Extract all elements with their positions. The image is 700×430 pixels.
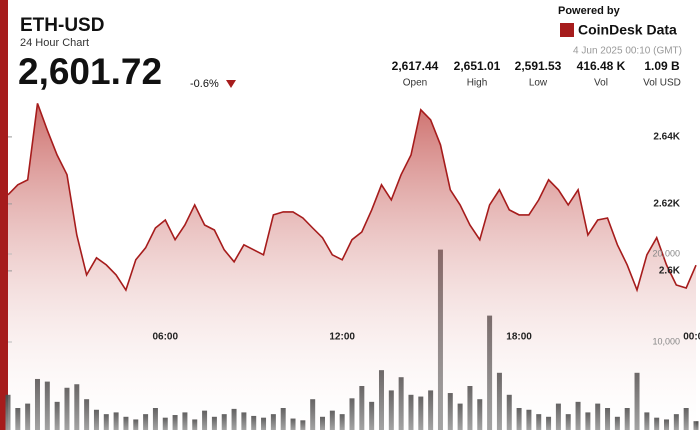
stat-label: Vol bbox=[594, 78, 608, 89]
stat-label: High bbox=[467, 78, 488, 89]
y-tick-label: 2.64K bbox=[653, 132, 680, 143]
chart-title: ETH-USD bbox=[20, 15, 104, 36]
brand-logo bbox=[560, 23, 574, 37]
brand: CoinDesk Data bbox=[578, 22, 677, 38]
powered-by: Powered by bbox=[558, 5, 621, 17]
stats: 2,617.44 Open 2,651.01 High 2,591.53 Low 416.4… bbox=[392, 59, 681, 88]
stat-label: Low bbox=[529, 78, 548, 89]
stat-value: 1.09 B bbox=[644, 59, 680, 73]
x-tick-label: 00:00 bbox=[683, 332, 700, 343]
chart-subtitle: 24 Hour Chart bbox=[20, 37, 89, 49]
x-tick-label: 18:00 bbox=[506, 332, 532, 343]
y2-tick-label: 20,000 bbox=[652, 248, 680, 258]
price-area bbox=[8, 103, 696, 430]
price: 2,601.72 bbox=[18, 51, 162, 92]
x-tick-label: 12:00 bbox=[329, 332, 355, 343]
stat-value: 2,591.53 bbox=[515, 59, 562, 73]
y-tick-label: 2.6K bbox=[659, 266, 681, 277]
plot: 2.6K 2.62K 2.64K 10,000 20,000 06:00 12:00 18:0… bbox=[5, 103, 700, 430]
stat-label: Open bbox=[403, 78, 427, 89]
y-tick-label: 2.62K bbox=[653, 199, 680, 210]
stat-value: 2,617.44 bbox=[392, 59, 439, 73]
x-tick-label: 06:00 bbox=[152, 332, 178, 343]
down-arrow bbox=[226, 80, 236, 88]
stat-label: Vol USD bbox=[643, 78, 681, 89]
price-line bbox=[7, 103, 697, 293]
timestamp: 4 Jun 2025 00:10 (GMT) bbox=[573, 46, 682, 57]
change: -0.6% bbox=[190, 78, 219, 90]
stat-value: 416.48 K bbox=[577, 59, 626, 73]
stat-value: 2,651.01 bbox=[454, 59, 501, 73]
accent-bar bbox=[0, 0, 8, 430]
y2-tick-label: 10,000 bbox=[652, 336, 680, 346]
